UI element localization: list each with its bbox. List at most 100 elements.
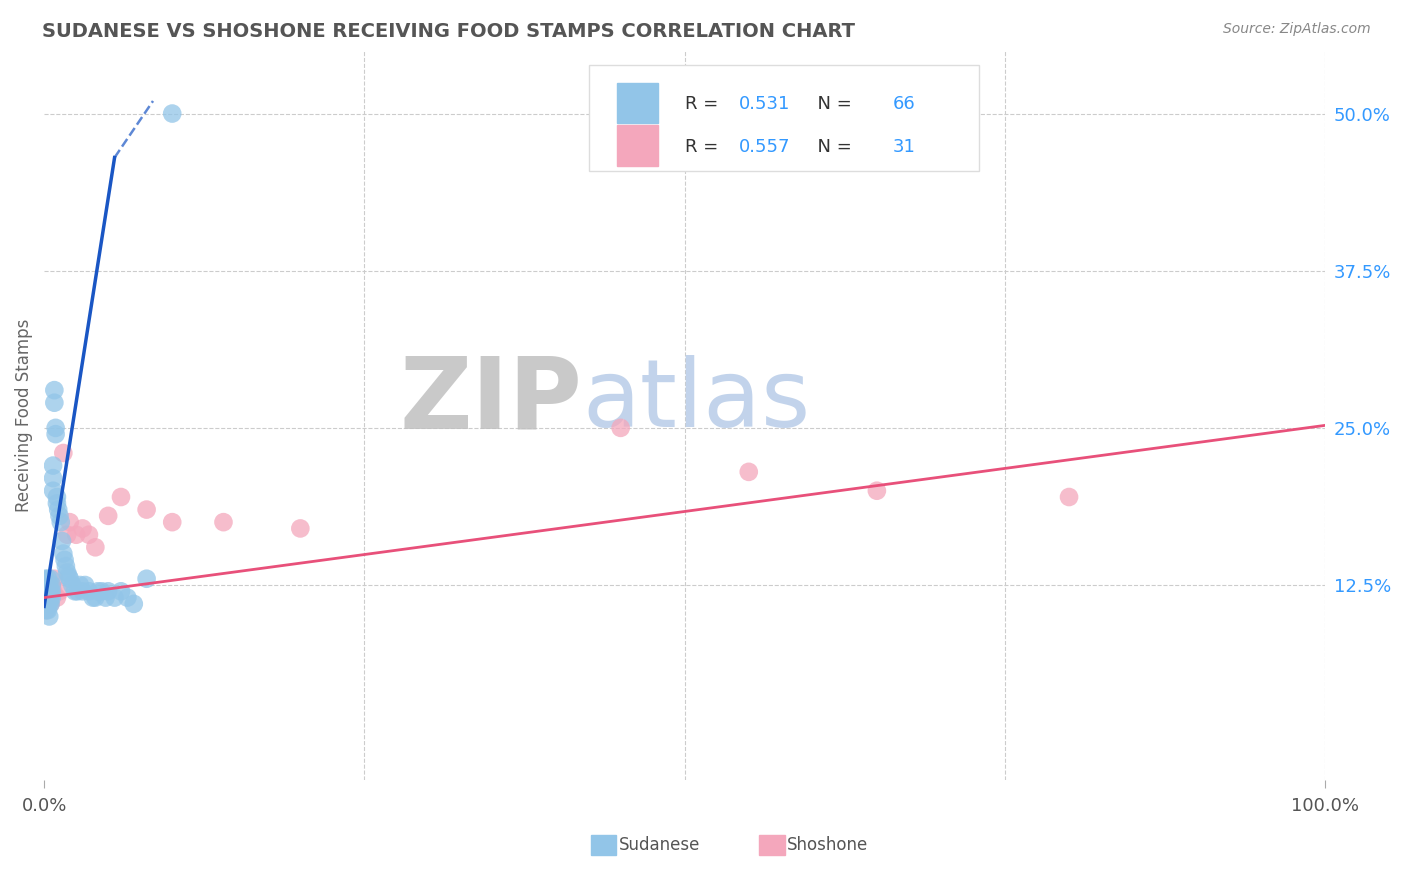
Text: R =: R = (685, 95, 724, 113)
Point (110, 490, 132, 504)
Point (35, 597, 58, 611)
Point (69, 578, 91, 592)
Text: Shoshone: Shoshone (787, 836, 869, 854)
Point (59, 572, 82, 586)
Point (35, 603, 58, 617)
Point (38, 584, 60, 599)
Point (37, 597, 59, 611)
Point (35, 578, 58, 592)
Point (41, 578, 63, 592)
Point (44, 395, 66, 409)
Point (77, 527, 100, 541)
Point (42, 483, 65, 498)
Point (84, 591, 107, 605)
Point (41, 584, 63, 599)
Point (34, 572, 56, 586)
Point (90, 584, 112, 599)
Point (56, 566, 79, 580)
Point (35, 597, 58, 611)
Point (97, 508, 120, 523)
Point (35, 591, 58, 605)
Point (35, 591, 58, 605)
Point (41, 591, 63, 605)
Point (42, 458, 65, 473)
Point (39, 572, 62, 586)
Point (38, 597, 60, 611)
Point (609, 421, 631, 435)
Point (63, 584, 86, 599)
Point (290, 521, 312, 535)
Point (77, 584, 100, 599)
Point (72, 521, 94, 535)
Point (34, 591, 56, 605)
Point (160, 106, 183, 120)
Point (39, 597, 62, 611)
Point (37, 591, 59, 605)
Point (87, 584, 110, 599)
Point (48, 584, 70, 599)
Text: 0.557: 0.557 (738, 138, 790, 156)
Point (82, 591, 104, 605)
Point (51, 534, 73, 549)
Text: 0.531: 0.531 (738, 95, 790, 113)
Point (37, 584, 59, 599)
Point (34, 591, 56, 605)
Point (66, 584, 89, 599)
Point (135, 572, 157, 586)
Point (122, 597, 145, 611)
Point (34, 597, 56, 611)
Point (55, 559, 77, 574)
Point (44, 572, 66, 586)
Point (45, 496, 67, 510)
Point (160, 515, 183, 529)
Bar (617, 83, 658, 123)
Point (42, 471, 65, 485)
Point (738, 465, 761, 479)
Text: Source: ZipAtlas.com: Source: ZipAtlas.com (1223, 22, 1371, 37)
Point (45, 490, 67, 504)
Point (212, 515, 235, 529)
Text: 66: 66 (893, 95, 915, 113)
Point (48, 508, 70, 523)
Point (45, 427, 67, 442)
Point (866, 483, 889, 498)
Point (37, 603, 59, 617)
Point (56, 527, 79, 541)
Point (41, 578, 63, 592)
Text: 31: 31 (893, 138, 915, 156)
Point (103, 591, 125, 605)
Point (39, 584, 62, 599)
Point (39, 597, 62, 611)
Bar (617, 126, 658, 166)
Point (37, 597, 59, 611)
Point (45, 421, 67, 435)
Point (60, 578, 83, 592)
Point (44, 383, 66, 397)
Point (35, 584, 58, 599)
Point (53, 553, 76, 567)
Point (34, 578, 56, 592)
Text: atlas: atlas (582, 355, 810, 447)
Point (46, 502, 69, 516)
Point (1057, 490, 1080, 504)
Text: R =: R = (685, 138, 724, 156)
Text: N =: N = (807, 138, 858, 156)
Point (49, 515, 72, 529)
Point (97, 584, 120, 599)
Point (38, 578, 60, 592)
Point (45, 591, 67, 605)
Point (75, 578, 97, 592)
Point (42, 584, 65, 599)
Point (37, 572, 59, 586)
FancyBboxPatch shape (589, 65, 980, 171)
Point (52, 446, 75, 460)
Point (39, 591, 62, 605)
Point (72, 584, 94, 599)
Point (135, 502, 157, 516)
Point (38, 591, 60, 605)
Point (34, 584, 56, 599)
Point (52, 547, 75, 561)
Text: N =: N = (807, 95, 858, 113)
Point (110, 584, 132, 599)
Point (94, 591, 117, 605)
